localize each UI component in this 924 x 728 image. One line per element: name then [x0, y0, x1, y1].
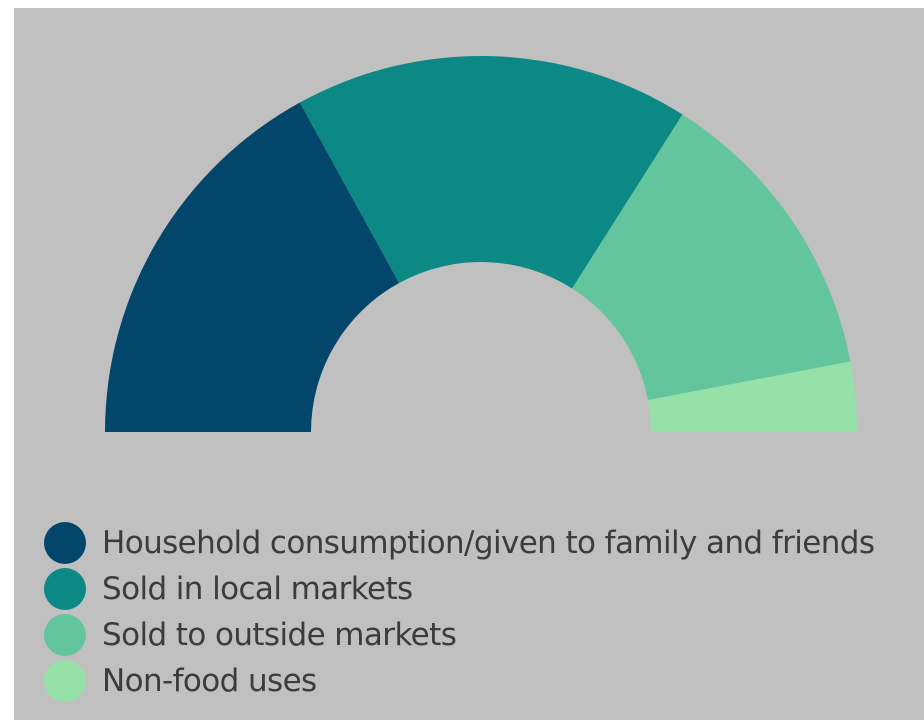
legend-label: Household consumption/given to family an…: [102, 525, 875, 561]
donut-slice: [105, 102, 400, 432]
chart-area: Household consumption/given to family an…: [14, 8, 924, 720]
legend-label: Sold to outside markets: [102, 617, 457, 653]
donut-slice: [647, 361, 857, 432]
donut-slice: [299, 56, 683, 289]
legend-swatch: [44, 568, 86, 610]
legend-label: Sold in local markets: [102, 571, 413, 607]
legend-item: Non-food uses: [44, 658, 874, 704]
legend-swatch: [44, 660, 86, 702]
legend: Household consumption/given to family an…: [44, 520, 875, 704]
legend-label: Non-food uses: [102, 663, 317, 699]
legend-item: Household consumption/given to family an…: [44, 520, 875, 566]
legend-item: Sold to outside markets: [44, 612, 874, 658]
legend-swatch: [44, 522, 86, 564]
legend-item: Sold in local markets: [44, 566, 874, 612]
semicircle-donut-chart: [105, 56, 857, 432]
donut-slice: [572, 114, 851, 401]
legend-swatch: [44, 614, 86, 656]
